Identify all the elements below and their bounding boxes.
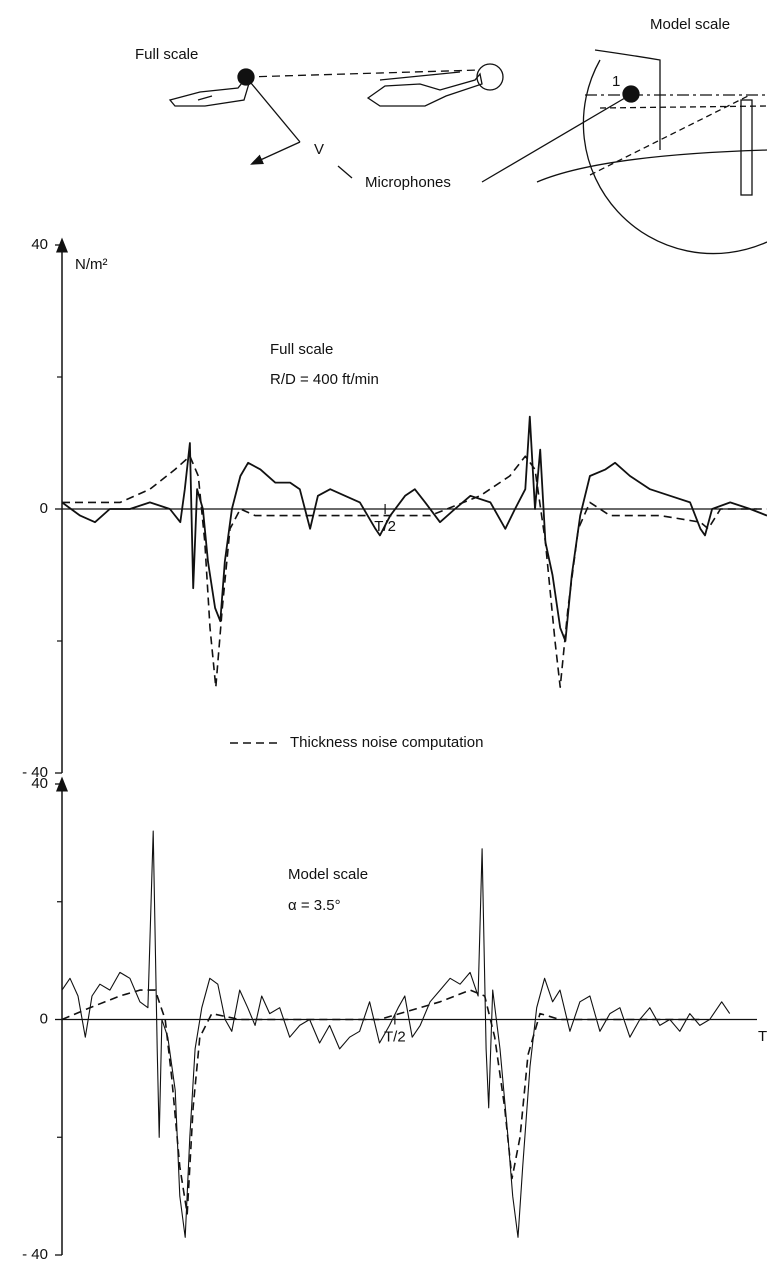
velocity-arrow	[250, 141, 301, 165]
measured-line	[61, 830, 731, 1238]
computed-line	[62, 455, 767, 688]
microphone-dot	[622, 85, 640, 103]
mic-leader	[337, 165, 353, 179]
label: Model scale	[650, 16, 730, 33]
label: Full scale	[135, 46, 198, 63]
tunnel-arc	[582, 59, 767, 255]
airplane	[168, 77, 251, 107]
ref-line	[599, 105, 767, 109]
tunnel-edge	[536, 49, 767, 183]
y-tick-label: 40	[31, 775, 48, 792]
label: Microphones	[365, 174, 451, 191]
x-tick-label: T/2	[384, 1028, 406, 1045]
annotation: Model scale	[288, 866, 368, 883]
y-tick-label: - 40	[22, 1246, 48, 1262]
helicopter	[366, 71, 483, 107]
annotation: Full scale	[270, 341, 333, 358]
y-tick-label: 40	[31, 236, 48, 253]
legend-label: Thickness noise computation	[290, 734, 483, 751]
path-line	[245, 76, 301, 143]
y-tick-label: 0	[40, 500, 48, 517]
y-tick-label: - 40	[22, 764, 48, 781]
x-axis-label: T	[758, 1028, 767, 1045]
sightline	[245, 69, 481, 78]
annotation: R/D = 400 ft/min	[270, 371, 379, 388]
label: 1	[612, 73, 620, 90]
y-axis-label: N/m²	[75, 256, 108, 273]
y-tick-label: 0	[40, 1010, 48, 1027]
microphone-dot	[237, 68, 255, 86]
computed-line	[61, 989, 700, 1215]
rotor	[476, 63, 504, 91]
diagram	[168, 49, 767, 255]
rotor-stand	[740, 99, 753, 196]
mic-leader	[481, 94, 631, 183]
label: V	[314, 141, 324, 158]
measured-line	[61, 415, 767, 642]
annotation: α = 3.5°	[288, 897, 341, 914]
